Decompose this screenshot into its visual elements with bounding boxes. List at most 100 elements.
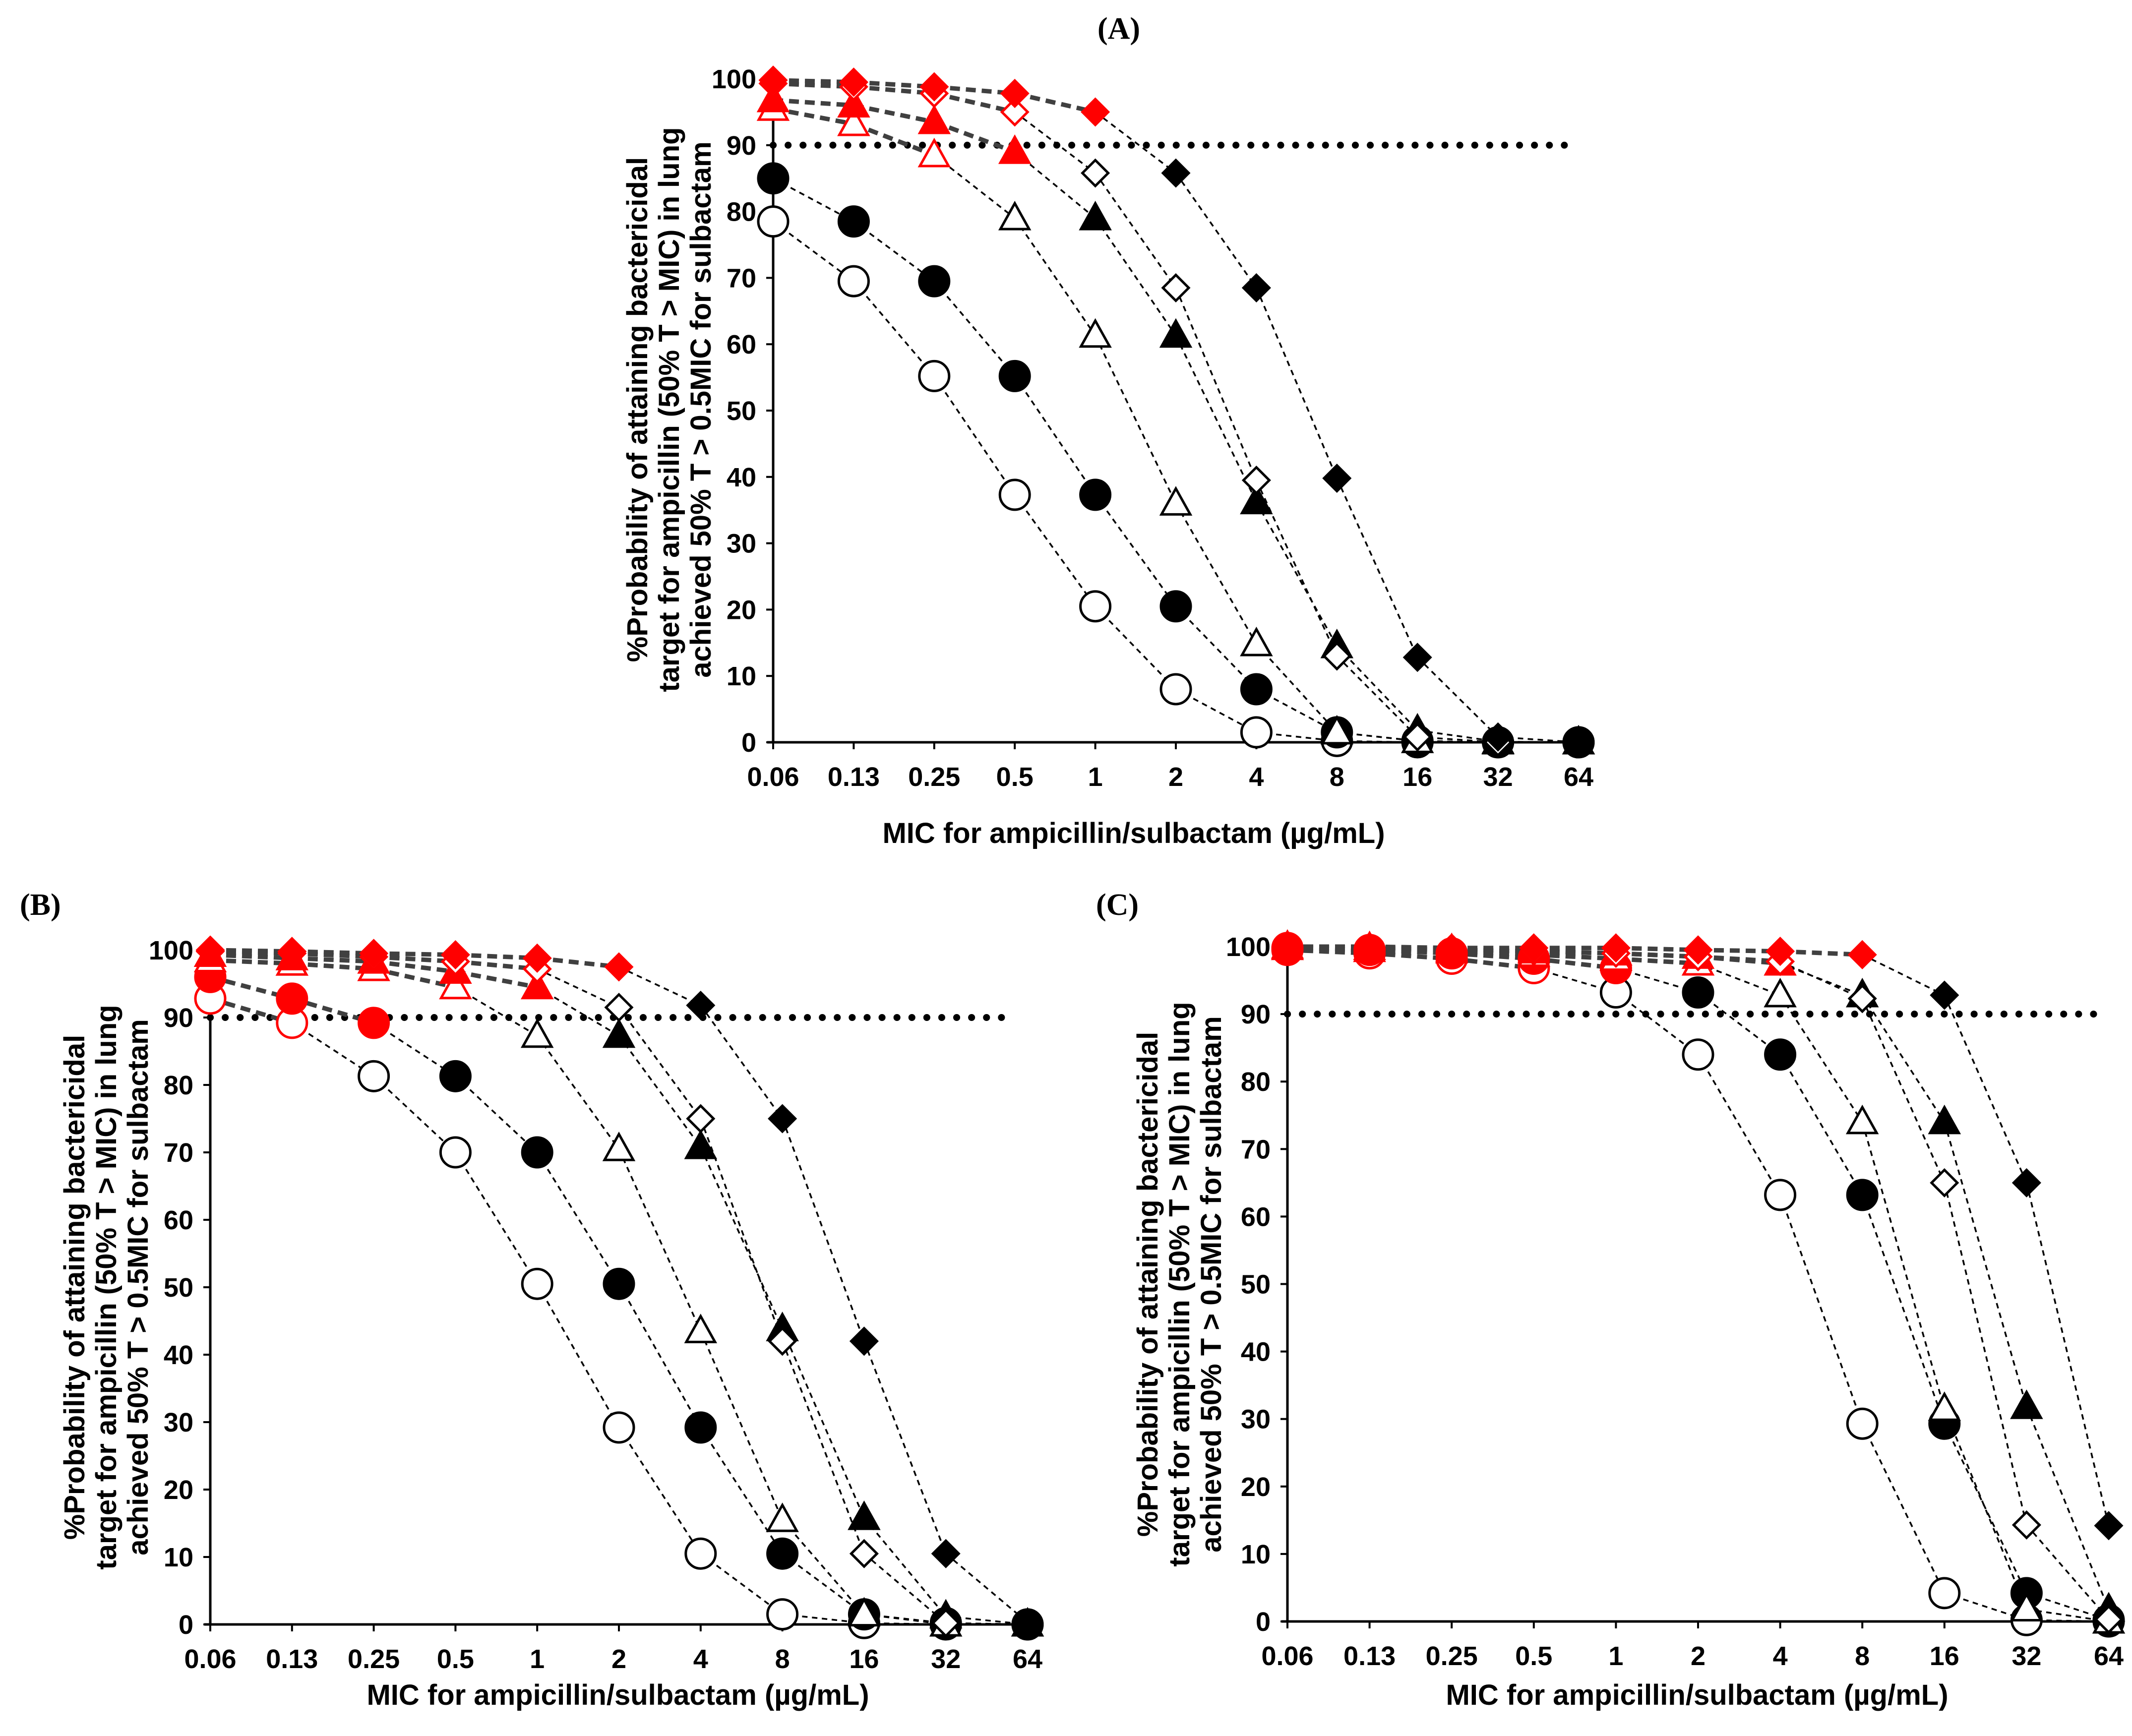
x-tick-label: 2 bbox=[1691, 1641, 1706, 1671]
y-tick-label: 40 bbox=[1241, 1337, 1271, 1367]
y-axis-label-line: target for ampicillin (50% T > MIC) in l… bbox=[90, 1005, 122, 1569]
series-line-segment bbox=[2026, 1524, 2110, 1620]
series-line-segment bbox=[536, 1152, 620, 1285]
circle-filled-point bbox=[1682, 976, 1714, 1009]
series-diamond-filled-points bbox=[195, 935, 1042, 1637]
series-line-segment bbox=[863, 1517, 947, 1617]
series-line-segment bbox=[1095, 605, 1177, 690]
triangle-filled-point bbox=[837, 88, 870, 118]
triangle-open-point bbox=[684, 1314, 718, 1343]
circle-open-point bbox=[603, 1411, 635, 1444]
diamond-filled-point bbox=[1483, 722, 1513, 752]
series-line-segment bbox=[1095, 111, 1177, 174]
series-line-segment bbox=[2025, 1406, 2110, 1610]
triangle-open-point bbox=[837, 106, 870, 136]
x-tick-label: 0.06 bbox=[747, 762, 799, 792]
diamond-filled-point bbox=[604, 952, 634, 982]
series-circle-filled-lines bbox=[773, 178, 1579, 743]
circle-open-point bbox=[998, 479, 1031, 511]
x-tick-label: 64 bbox=[1013, 1644, 1042, 1674]
circle-open-point bbox=[1079, 590, 1112, 623]
triangle-open-point bbox=[766, 1502, 799, 1532]
series-circle-filled-points bbox=[1271, 932, 2125, 1636]
x-tick-label: 4 bbox=[1773, 1641, 1788, 1671]
x-tick-label: 1 bbox=[1088, 762, 1103, 792]
panel-label: (C) bbox=[1096, 888, 1139, 922]
series-line-segment bbox=[373, 959, 456, 974]
diamond-open-point bbox=[2011, 1510, 2041, 1540]
series-triangle-open-points bbox=[756, 91, 1595, 755]
circle-filled-point bbox=[358, 1007, 390, 1039]
y-tick-label: 60 bbox=[727, 330, 756, 359]
y-tick-label: 90 bbox=[164, 1003, 193, 1033]
series-diamond-filled-points bbox=[1273, 932, 2124, 1541]
y-axis-label-line: achieved 50% T > 0.5MIC for sulbactam bbox=[685, 141, 717, 677]
series-line-segment bbox=[2025, 1182, 2110, 1526]
series-line-segment bbox=[1861, 1423, 1946, 1594]
diamond-filled-point bbox=[1355, 932, 1385, 961]
x-axis-label: MIC for ampicillin/sulbactam (µg/mL) bbox=[882, 817, 1385, 849]
series-triangle-open-lines bbox=[773, 106, 1579, 743]
series-line-segment bbox=[1014, 494, 1096, 607]
x-tick-label: 8 bbox=[1855, 1641, 1870, 1671]
circle-filled-point bbox=[684, 1411, 717, 1444]
triangle-open-point bbox=[1320, 715, 1354, 745]
series-line-segment bbox=[933, 120, 1016, 154]
series-line-segment bbox=[700, 1427, 784, 1555]
x-tick-label: 2 bbox=[611, 1644, 626, 1674]
series-line-segment bbox=[782, 1519, 865, 1615]
series-triangle-filled-points bbox=[1271, 929, 2126, 1622]
series-line-segment bbox=[1944, 995, 2028, 1184]
series-line-segment bbox=[536, 1035, 620, 1150]
series-line-segment bbox=[210, 953, 292, 960]
x-tick-label: 0.13 bbox=[266, 1644, 318, 1674]
y-tick-label: 40 bbox=[727, 463, 756, 492]
diamond-filled-point bbox=[686, 990, 716, 1020]
x-axis-label: MIC for ampicillin/sulbactam (µg/mL) bbox=[366, 1679, 869, 1711]
x-tick-label: 32 bbox=[2011, 1641, 2041, 1671]
triangle-open-point bbox=[1240, 626, 1273, 657]
diamond-filled-point bbox=[1273, 932, 1302, 961]
diamond-open-point bbox=[1241, 465, 1271, 495]
series-circle-open-points bbox=[194, 982, 1044, 1641]
series-line-segment bbox=[1014, 217, 1096, 336]
triangle-filled-point bbox=[1240, 484, 1273, 515]
diamond-filled-point bbox=[277, 937, 307, 966]
y-tick-label: 0 bbox=[741, 728, 756, 758]
series-line-segment bbox=[1779, 995, 1863, 1123]
y-tick-label: 50 bbox=[1241, 1270, 1271, 1300]
y-tick-label: 20 bbox=[727, 595, 756, 625]
y-tick-label: 100 bbox=[1226, 932, 1271, 962]
series-line-segment bbox=[700, 1146, 784, 1330]
circle-open-point bbox=[1159, 673, 1192, 706]
series-triangle-filled-lines bbox=[773, 98, 1579, 743]
series-line-segment bbox=[536, 1283, 620, 1428]
series-line-segment bbox=[1861, 998, 1946, 1184]
diamond-open-point bbox=[1000, 97, 1030, 127]
circle-open-point bbox=[1764, 1179, 1797, 1211]
series-line-segment bbox=[1175, 287, 1258, 481]
triangle-open-point bbox=[848, 1597, 881, 1627]
diamond-filled-point bbox=[768, 1104, 797, 1134]
diamond-open-point bbox=[1847, 984, 1877, 1014]
x-tick-label: 16 bbox=[849, 1644, 879, 1674]
series-line-segment bbox=[1779, 1195, 1863, 1424]
diamond-open-point bbox=[1930, 1168, 1959, 1197]
circle-filled-point bbox=[918, 265, 951, 298]
triangle-filled-point bbox=[1928, 1104, 1961, 1135]
series-circle-filled-points bbox=[757, 162, 1595, 759]
x-tick-label: 16 bbox=[1930, 1641, 1959, 1671]
circle-filled-point bbox=[439, 1060, 472, 1092]
triangle-filled-point bbox=[1079, 200, 1112, 231]
triangle-filled-point bbox=[2010, 1389, 2043, 1419]
series-line-segment bbox=[1944, 1182, 2028, 1525]
diamond-filled-point bbox=[195, 935, 225, 965]
y-tick-label: 70 bbox=[164, 1138, 193, 1168]
diamond-filled-point bbox=[758, 65, 788, 95]
series-line-segment bbox=[1175, 172, 1257, 289]
diamond-filled-point bbox=[359, 939, 389, 968]
series-line-segment bbox=[2026, 1608, 2109, 1622]
series-line-segment bbox=[454, 1152, 538, 1285]
series-line-segment bbox=[772, 221, 854, 282]
